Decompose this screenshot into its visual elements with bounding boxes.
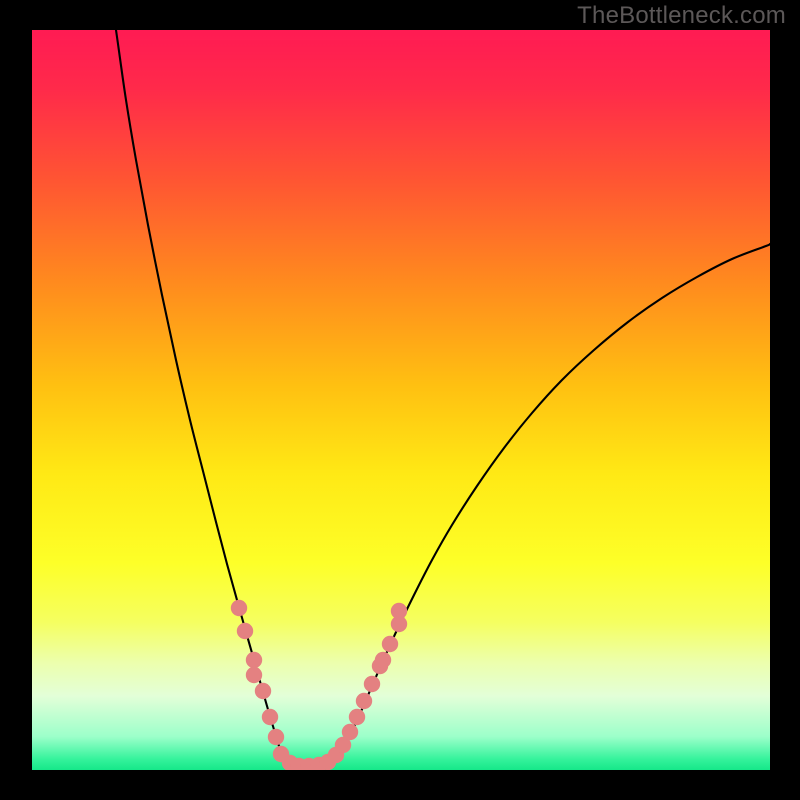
- data-marker: [349, 709, 365, 725]
- data-marker: [375, 652, 391, 668]
- data-marker: [246, 667, 262, 683]
- data-marker: [231, 600, 247, 616]
- data-marker: [364, 676, 380, 692]
- data-marker: [262, 709, 278, 725]
- plot-area: [32, 30, 770, 770]
- data-marker: [382, 636, 398, 652]
- data-markers: [231, 600, 407, 770]
- data-marker: [246, 652, 262, 668]
- bottleneck-curve: [116, 30, 770, 766]
- data-marker: [237, 623, 253, 639]
- data-marker: [342, 724, 358, 740]
- data-marker: [391, 603, 407, 619]
- data-marker: [255, 683, 271, 699]
- data-marker: [356, 693, 372, 709]
- data-marker: [268, 729, 284, 745]
- curve-layer: [32, 30, 770, 770]
- watermark-text: TheBottleneck.com: [577, 2, 786, 30]
